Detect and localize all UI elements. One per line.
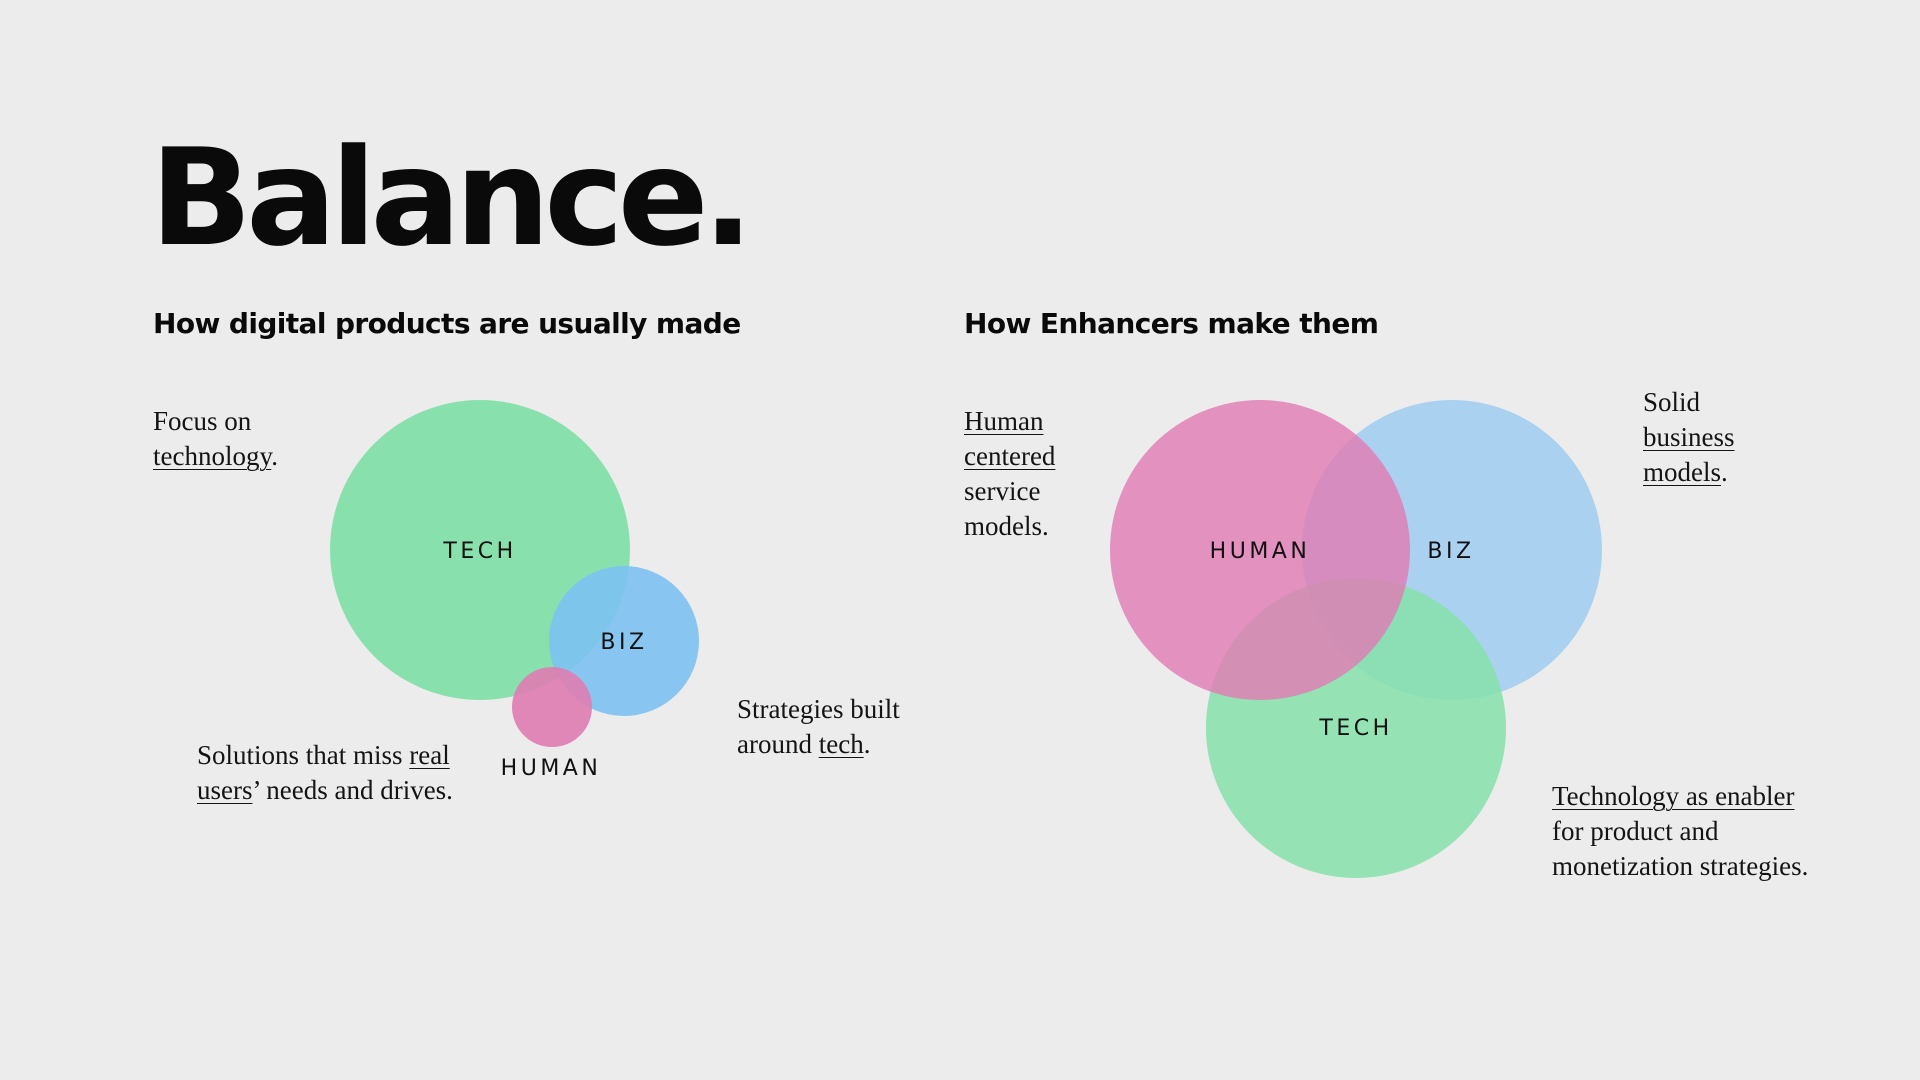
left-note-tech-link: technology	[153, 441, 272, 471]
right-note-biz-link2: models	[1643, 457, 1721, 487]
right-note-human-link2: centered	[964, 441, 1056, 471]
left-note-biz-end: .	[863, 729, 871, 759]
left-biz-circle	[549, 566, 699, 716]
left-venn: TECH BIZ HUMAN	[330, 400, 699, 781]
left-note-biz-line1: Strategies built	[737, 694, 900, 724]
right-note-tech-line2: for product and	[1552, 816, 1719, 846]
page-title: Balance.	[150, 120, 754, 276]
right-venn: HUMAN BIZ TECH	[1110, 400, 1602, 878]
right-biz-label: BIZ	[1427, 539, 1474, 564]
left-note-biz: Strategies built around tech.	[737, 692, 900, 762]
left-note-biz-pre: around	[737, 729, 819, 759]
left-note-human: Solutions that miss real users’ needs an…	[197, 738, 453, 808]
left-note-tech: Focus on technology.	[153, 404, 278, 474]
right-note-human: Human centered service models.	[964, 404, 1055, 544]
right-note-tech: Technology as enabler for product and mo…	[1552, 779, 1808, 884]
left-human-label: HUMAN	[501, 756, 602, 781]
right-note-biz-link1: business	[1643, 422, 1735, 452]
left-note-tech-line1: Focus on	[153, 406, 252, 436]
right-tech-label: TECH	[1318, 716, 1392, 741]
left-biz-label: BIZ	[600, 630, 647, 655]
left-human-circle	[512, 667, 592, 747]
right-note-tech-link: Technology as enabler	[1552, 781, 1795, 811]
right-note-biz-end: .	[1721, 457, 1728, 487]
right-note-human-line4: models.	[964, 511, 1049, 541]
right-note-biz-line1: Solid	[1643, 387, 1701, 417]
right-heading: How Enhancers make them	[964, 307, 1379, 340]
right-note-tech-line3: monetization strategies.	[1552, 851, 1809, 881]
right-note-human-line3: service	[964, 476, 1041, 506]
right-note-human-link1: Human	[964, 406, 1044, 436]
right-human-label: HUMAN	[1210, 539, 1311, 564]
left-tech-label: TECH	[442, 539, 516, 564]
left-note-human-post: ’ needs and drives.	[252, 775, 453, 805]
left-heading: How digital products are usually made	[153, 307, 741, 340]
left-note-tech-end: .	[271, 441, 278, 471]
right-human-circle	[1110, 400, 1410, 700]
left-note-biz-link: tech	[818, 729, 864, 759]
right-note-biz: Solid business models.	[1643, 385, 1735, 490]
left-note-human-link1: real	[409, 740, 450, 770]
left-note-human-pre: Solutions that miss	[197, 740, 410, 770]
left-note-human-link2: users	[197, 775, 253, 805]
